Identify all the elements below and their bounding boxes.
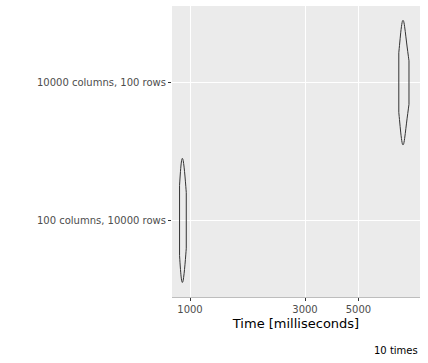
svg-text:3000: 3000 <box>292 304 317 315</box>
svg-text:5000: 5000 <box>346 304 371 315</box>
svg-text:10000 columns, 100 rows: 10000 columns, 100 rows <box>37 77 166 88</box>
svg-text:100 columns, 10000 rows: 100 columns, 10000 rows <box>37 215 166 226</box>
svg-text:10 times: 10 times <box>374 345 418 356</box>
svg-text:1000: 1000 <box>177 304 202 315</box>
svg-text:Time [milliseconds]: Time [milliseconds] <box>232 316 359 331</box>
